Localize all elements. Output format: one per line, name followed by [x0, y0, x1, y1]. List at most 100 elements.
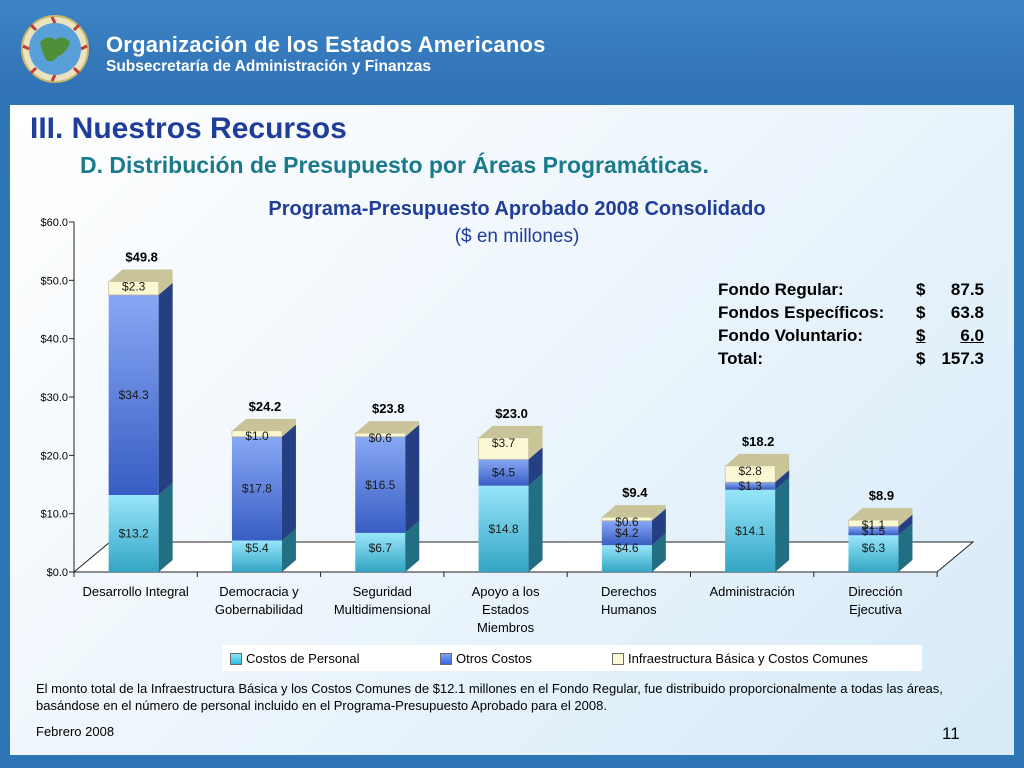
data-label: $1.0 [245, 429, 269, 443]
fund-row: Fondos Específicos: $ 63.8 [718, 303, 988, 326]
bar-segment [848, 535, 899, 572]
bar-side [281, 424, 296, 541]
org-name: Organización de los Estados Americanos [106, 32, 546, 57]
y-tick-label: $20.0 [40, 450, 68, 462]
fund-currency: $ [916, 280, 926, 299]
y-tick-label: $50.0 [40, 275, 68, 287]
data-label: $17.8 [242, 482, 272, 496]
footer-date: Febrero 2008 [36, 724, 115, 739]
bar-top [108, 269, 173, 282]
data-label: $16.5 [365, 478, 395, 492]
bar-side [405, 421, 420, 437]
bar-side [898, 523, 913, 572]
bar-segment [601, 520, 652, 546]
data-label: $1.3 [738, 479, 762, 493]
x-category-label: Ejecutiva [849, 602, 903, 617]
y-tick-label: $0.0 [47, 567, 68, 579]
header-bar: Organización de los Estados Americanos S… [0, 0, 1024, 98]
bar-top [725, 453, 790, 466]
x-category-label: Apoyo a los [472, 584, 540, 599]
bar-segment [355, 532, 406, 572]
legend-swatch [230, 652, 242, 665]
data-label: $1.1 [862, 518, 886, 532]
x-category-label: Estados [482, 602, 529, 617]
y-tick-label: $60.0 [40, 217, 68, 229]
legend-item: Otros Costos [440, 651, 532, 666]
legend-item: Costos de Personal [230, 651, 359, 666]
bar-side [528, 425, 543, 460]
bar-top [848, 508, 913, 521]
bar-side [405, 520, 420, 572]
bar-segment [725, 482, 776, 490]
x-category-label: Desarrollo Integral [83, 584, 189, 599]
bar-side [898, 514, 913, 536]
bar-segment [478, 485, 529, 572]
bar-segment [848, 526, 899, 536]
bar-side [775, 453, 790, 483]
legend-label: Costos de Personal [246, 651, 360, 666]
fund-value: 87.5 [950, 280, 984, 299]
data-label: $3.7 [492, 436, 516, 450]
x-category-label: Administración [710, 584, 795, 599]
legend-label: Infraestructura Básica y Costos Comunes [628, 651, 868, 666]
bar-segment [231, 436, 282, 541]
bar-side [158, 483, 173, 572]
chart-title: Programa-Presupuesto Aprobado 2008 Conso… [268, 198, 766, 220]
slide-title: III. Nuestros Recursos [30, 112, 347, 145]
data-label: $6.7 [369, 541, 393, 555]
bar-side [158, 282, 173, 495]
bar-side [651, 508, 666, 546]
org-subtitle: Subsecretaría de Administración y Finanz… [106, 58, 432, 75]
bar-segment [601, 545, 652, 572]
data-label: $6.3 [862, 541, 886, 555]
total-label: $9.4 [622, 485, 648, 500]
data-label: $5.4 [245, 541, 269, 555]
fund-label: Total: [718, 349, 764, 368]
total-label: $18.2 [742, 434, 775, 449]
bar-side [281, 528, 296, 572]
legend-item: Infraestructura Básica y Costos Comunes [612, 651, 868, 666]
x-category-label: Miembros [477, 620, 535, 635]
fund-value: 63.8 [950, 303, 984, 322]
oas-seal-logo [21, 15, 89, 83]
x-category-label: Gobernabilidad [215, 602, 303, 617]
data-label: $0.6 [615, 515, 639, 529]
bar-side [775, 477, 790, 572]
legend-swatch [440, 652, 452, 665]
data-label: $4.5 [492, 466, 516, 480]
fund-value: 6.0 [960, 326, 984, 345]
fund-row: Fondo Voluntario: $ 6.0 [718, 326, 988, 349]
bar-side [651, 505, 666, 521]
bar-side [651, 533, 666, 572]
bar-top [601, 505, 666, 518]
fund-currency: $ [916, 303, 926, 322]
bar-side [898, 508, 913, 527]
data-label: $34.3 [119, 388, 149, 402]
bar-top [231, 418, 296, 431]
bar-segment [478, 459, 529, 486]
y-tick-label: $40.0 [40, 334, 68, 346]
total-label: $24.2 [249, 399, 282, 414]
bar-side [775, 470, 790, 490]
total-label: $8.9 [869, 488, 894, 503]
bar-segment [725, 489, 776, 572]
fund-label: Fondo Regular: [718, 280, 844, 299]
x-category-label: Humanos [601, 602, 657, 617]
bar-side [405, 424, 420, 533]
bar-side [158, 269, 173, 295]
fund-value: 157.3 [941, 349, 984, 368]
total-label: $23.0 [495, 406, 528, 421]
y-tick-label: $10.0 [40, 509, 68, 521]
footnote: El monto total de la Infraestructura Bás… [36, 681, 943, 713]
data-label: $4.6 [615, 541, 639, 555]
x-category-label: Dirección [848, 584, 902, 599]
bar-segment [355, 436, 406, 533]
bar-segment [231, 540, 282, 572]
x-category-label: Democracia y [219, 584, 299, 599]
fund-summary: Fondo Regular: $ 87.5 Fondos Específicos… [718, 280, 988, 372]
chart-legend: Costos de Personal Otros Costos Infraest… [222, 645, 922, 671]
bar-top [478, 425, 543, 438]
bar-segment [108, 495, 159, 572]
legend-label: Otros Costos [456, 651, 532, 666]
